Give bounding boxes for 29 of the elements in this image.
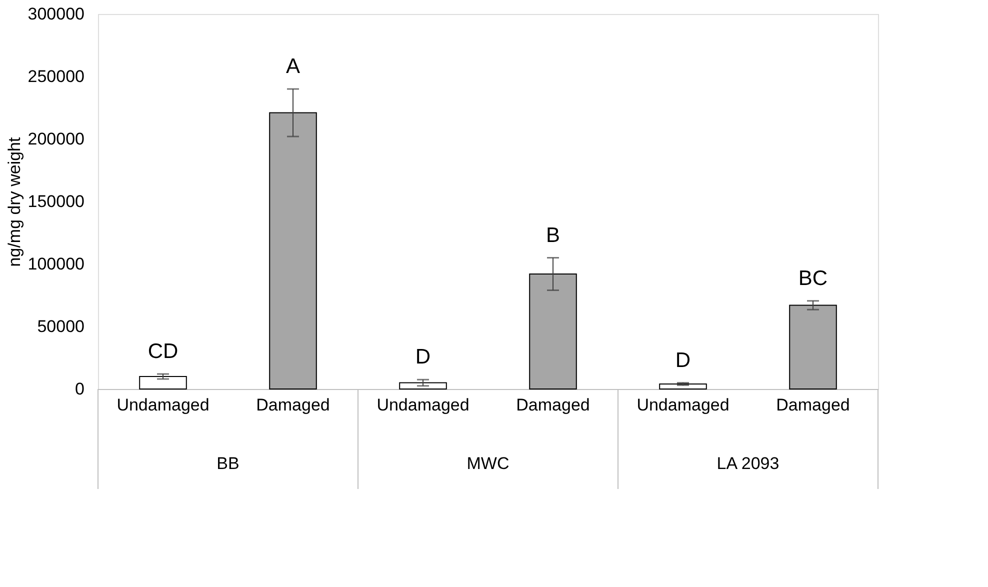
y-tick-label: 50000 bbox=[37, 317, 84, 336]
x-tick-label: Undamaged bbox=[376, 396, 470, 414]
annotation: D bbox=[415, 346, 431, 369]
x-tick-label: Damaged bbox=[256, 396, 330, 414]
annotation: B bbox=[546, 224, 560, 247]
annotation: CD bbox=[148, 340, 178, 363]
bar bbox=[399, 382, 447, 390]
x-tick-label: Damaged bbox=[776, 396, 850, 414]
text: MWC bbox=[466, 454, 510, 473]
y-tick-label: 300000 bbox=[28, 4, 84, 24]
x-tick-label: Undamaged bbox=[636, 396, 730, 414]
text: BB bbox=[216, 454, 240, 473]
y-tick-label: 150000 bbox=[28, 192, 84, 211]
y-axis-title: ng/mg dry weight bbox=[4, 137, 24, 267]
y-tick-label: 0 bbox=[75, 380, 84, 398]
annotation: A bbox=[286, 55, 300, 78]
bar bbox=[789, 304, 837, 390]
x-tick-label: Damaged bbox=[516, 396, 590, 414]
text: LA 2093 bbox=[716, 454, 780, 473]
bar bbox=[139, 376, 187, 390]
bar bbox=[529, 274, 577, 390]
annotation: BC bbox=[798, 266, 828, 290]
bar bbox=[659, 384, 707, 390]
y-tick-label: 200000 bbox=[28, 130, 84, 148]
y-tick-label: 100000 bbox=[28, 254, 84, 274]
y-tick-label: 250000 bbox=[28, 67, 84, 86]
bar bbox=[269, 112, 317, 390]
x-tick-label: Undamaged bbox=[116, 396, 210, 414]
annotation: D bbox=[675, 348, 691, 372]
